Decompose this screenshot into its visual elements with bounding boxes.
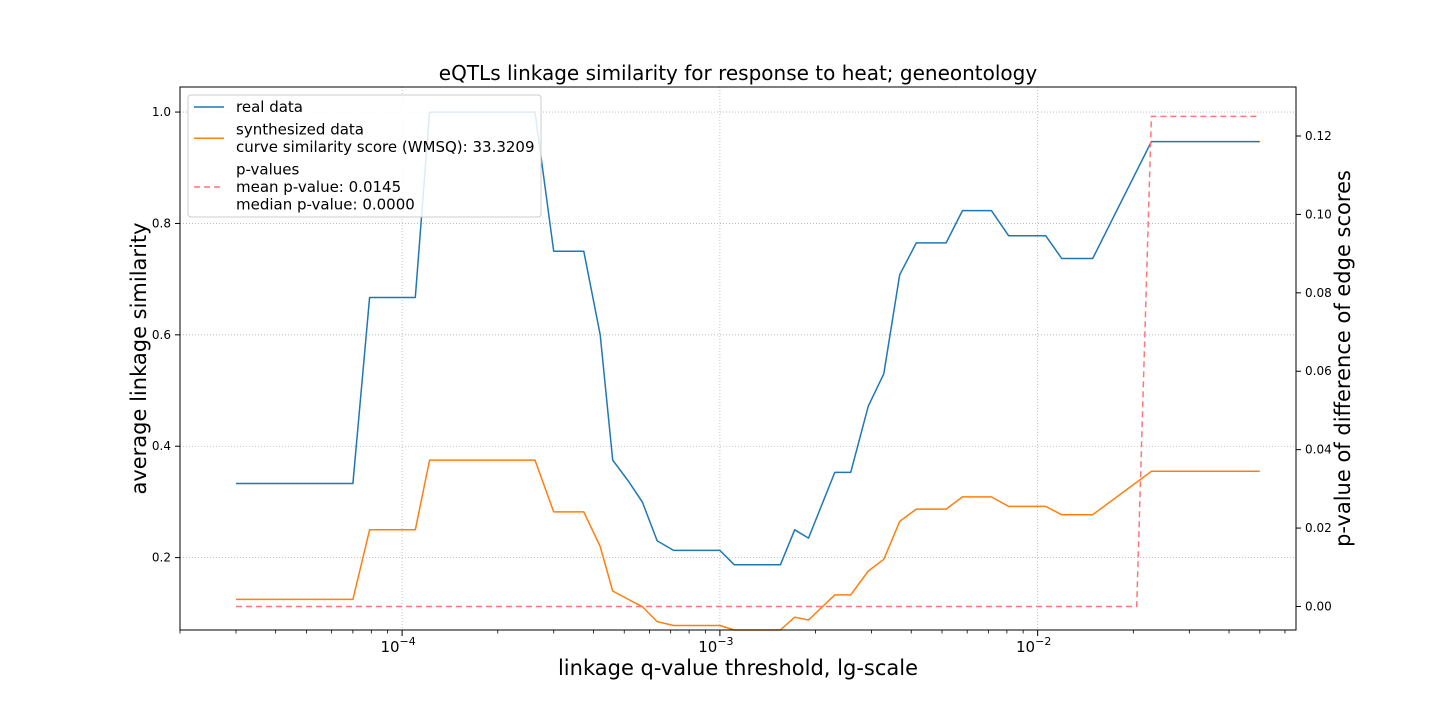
legend-label-real: real data bbox=[236, 98, 303, 116]
legend-label-pval: median p-value: 0.0000 bbox=[236, 196, 415, 214]
y2-tick-label: 0.02 bbox=[1305, 521, 1332, 535]
y2-tick-label: 0.08 bbox=[1305, 286, 1332, 300]
x-tick-label: 10−2 bbox=[1016, 635, 1051, 656]
y2-axis-label: p-value of difference of edge scores bbox=[1331, 170, 1355, 547]
y-tick-label: 1.0 bbox=[152, 105, 171, 119]
legend-label-synth: synthesized data bbox=[236, 121, 364, 139]
legend-box bbox=[187, 94, 542, 218]
legend-label-pval: mean p-value: 0.0145 bbox=[236, 178, 401, 196]
x-axis-label: linkage q-value threshold, lg-scale bbox=[558, 656, 918, 680]
y-tick-label: 0.2 bbox=[152, 551, 171, 565]
legend-label-synth: curve similarity score (WMSQ): 33.3209 bbox=[236, 138, 535, 156]
series-line-pval bbox=[236, 115, 1260, 608]
y-tick-label: 0.4 bbox=[152, 439, 171, 453]
axes: 10−4 10−3 10−2 0.2 0.4 0.6 0.8 1.0 0.00 0.02 0.04 0… bbox=[152, 105, 1332, 656]
y2-tick-label: 0.10 bbox=[1305, 207, 1332, 221]
x-tick-label: 10−3 bbox=[698, 635, 733, 656]
series-lines bbox=[236, 111, 1260, 631]
y2-tick-label: 0.12 bbox=[1305, 129, 1332, 143]
legend-label-pval: p-values bbox=[236, 161, 300, 179]
series-line-synth bbox=[236, 459, 1260, 631]
y-tick-label: 0.8 bbox=[152, 216, 171, 230]
y-tick-label: 0.6 bbox=[152, 328, 171, 342]
chart-title: eQTLs linkage similarity for response to… bbox=[439, 61, 1038, 85]
series-line-real bbox=[236, 111, 1260, 566]
y-axis-label: average linkage similarity bbox=[127, 222, 151, 494]
y2-tick-label: 0.04 bbox=[1305, 443, 1332, 457]
plot-frame bbox=[179, 86, 1297, 631]
y2-tick-label: 0.06 bbox=[1305, 364, 1332, 378]
x-tick-label: 10−4 bbox=[380, 635, 415, 656]
y2-tick-label: 0.00 bbox=[1305, 599, 1332, 613]
